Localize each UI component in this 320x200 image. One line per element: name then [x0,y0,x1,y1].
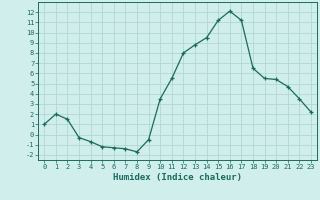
X-axis label: Humidex (Indice chaleur): Humidex (Indice chaleur) [113,173,242,182]
